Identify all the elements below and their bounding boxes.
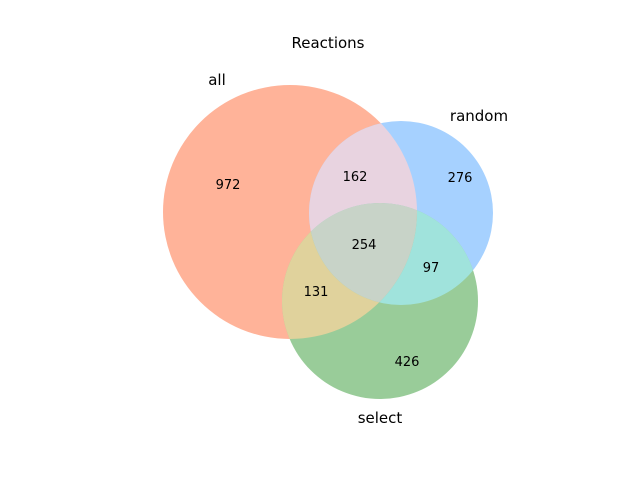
region-label-all-random: 162 [343,170,368,185]
region-all-random-select [309,203,417,305]
region-label-random-only: 276 [448,171,473,186]
region-label-all-only: 972 [216,178,241,193]
figure-title: Reactions [292,34,365,52]
set-label-random: random [450,107,508,125]
region-label-select-only: 426 [395,355,420,370]
set-label-select: select [358,409,403,427]
region-label-all-random-select: 254 [352,238,377,253]
region-label-random-select: 97 [423,261,440,276]
region-label-all-select: 131 [304,285,329,300]
set-label-all: all [208,71,226,89]
